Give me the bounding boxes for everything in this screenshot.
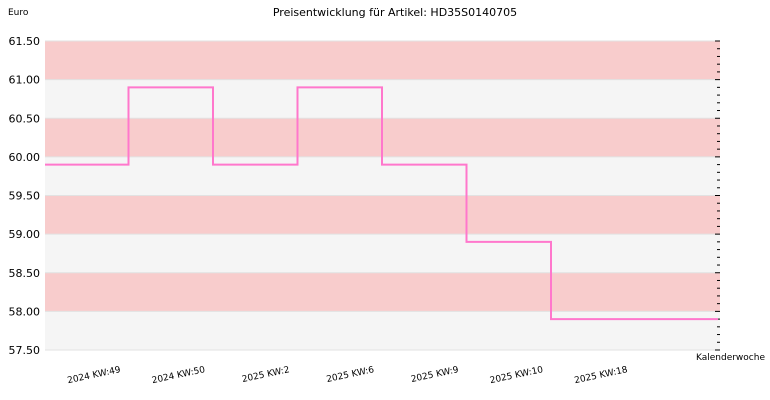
- y-tick-label: 58.00: [9, 305, 41, 318]
- y-tick-labels: 61.50 61.00 60.50 60.00 59.50 59.00 58.50 58.00…: [9, 35, 41, 357]
- y-tick-label: 59.00: [9, 228, 41, 241]
- background-band: [45, 234, 720, 273]
- x-tick-labels: 2024 KW:49 2024 KW:50 2025 KW:2 2025 KW:6 20…: [67, 365, 629, 386]
- x-tick-label: 2024 KW:50: [151, 365, 206, 386]
- x-tick-label: 2025 KW:9: [410, 365, 460, 385]
- x-tick-label: 2025 KW:18: [574, 365, 629, 386]
- y-tick-label: 58.50: [9, 267, 41, 280]
- background-band: [45, 272, 720, 312]
- x-tick-label: 2025 KW:6: [326, 365, 376, 385]
- y-axis-label: Euro: [8, 8, 29, 18]
- background-band: [45, 41, 720, 80]
- background-band: [45, 195, 720, 235]
- price-series-line: [45, 86, 718, 321]
- background-band: [45, 311, 720, 350]
- y-tick-label: 61.00: [9, 74, 41, 87]
- y-tick-label: 59.50: [9, 190, 41, 203]
- x-tick-label: 2024 KW:49: [67, 365, 122, 386]
- x-tick-label: 2025 KW:10: [489, 365, 544, 386]
- y-tick-label: 61.50: [9, 35, 41, 48]
- x-tick-label: 2025 KW:2: [241, 365, 291, 385]
- x-axis-label: Kalenderwoche: [696, 353, 765, 363]
- y-tick-label: 60.50: [9, 112, 41, 125]
- y-tick-label: 60.00: [9, 151, 41, 164]
- y-tick-label: 57.50: [9, 344, 41, 357]
- tick-marks: [715, 40, 720, 351]
- chart-title: Preisentwicklung für Artikel: HD35S01407…: [273, 6, 517, 19]
